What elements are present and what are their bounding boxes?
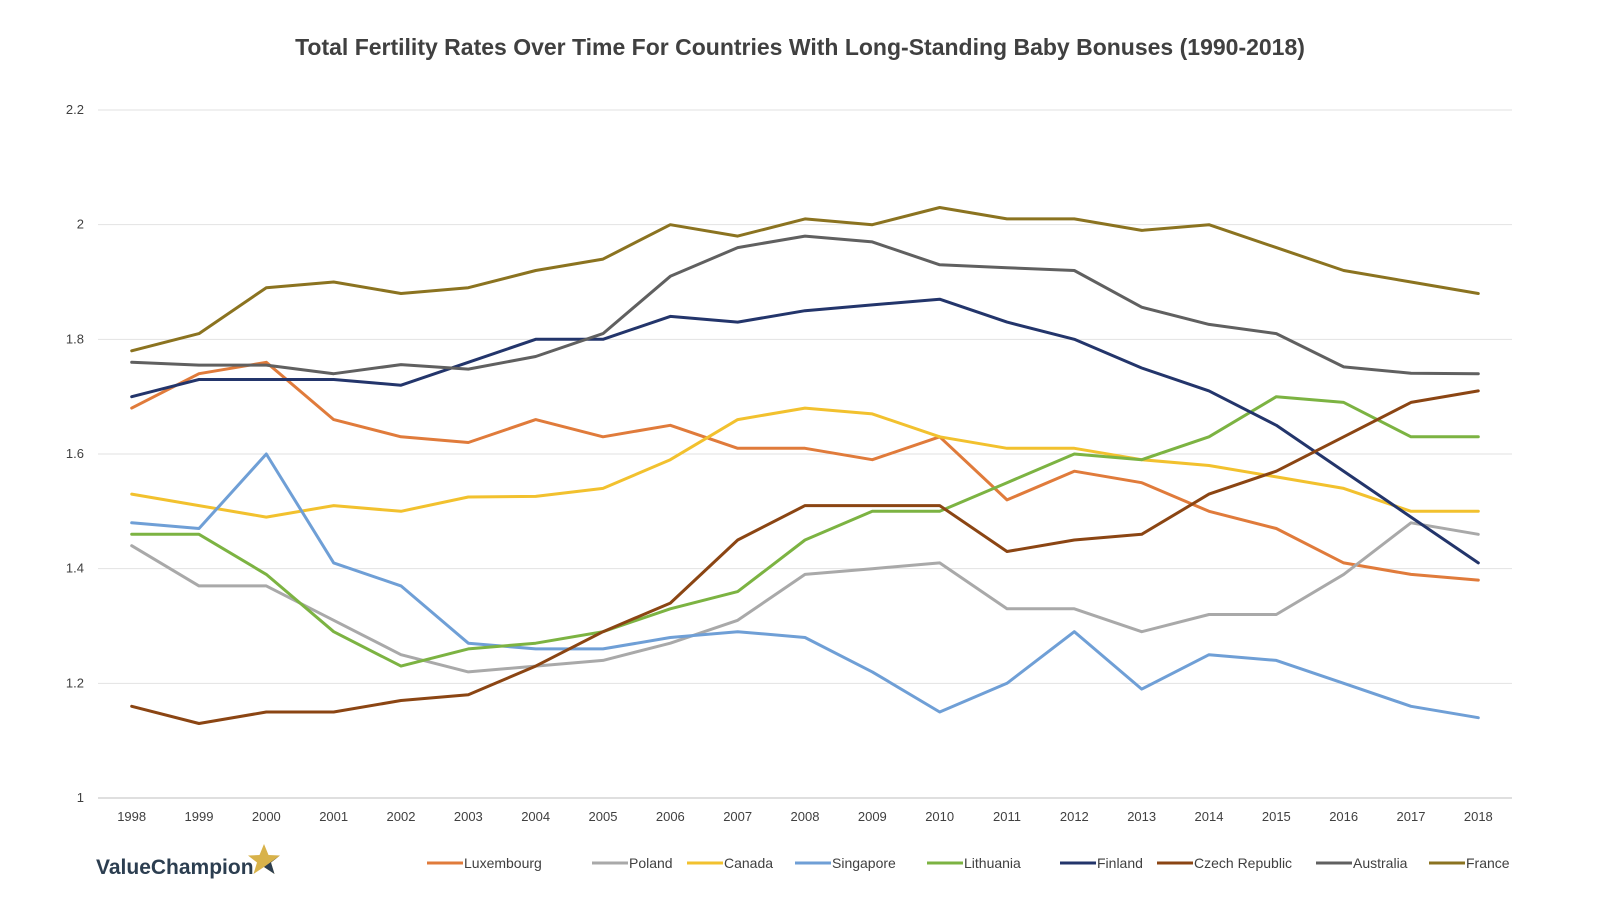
legend-label-czech-republic: Czech Republic <box>1194 855 1292 871</box>
x-tick-label: 2004 <box>521 809 550 824</box>
series-line-singapore <box>130 452 1480 720</box>
x-tick-label: 2010 <box>925 809 954 824</box>
series-line-luxembourg <box>130 360 1480 582</box>
series-line-poland <box>130 521 1480 674</box>
legend-label-luxembourg: Luxembourg <box>464 855 542 871</box>
star-shadow-icon <box>264 855 280 874</box>
y-tick-label: 1.4 <box>66 561 84 576</box>
legend-label-poland: Poland <box>629 855 673 871</box>
y-tick-label: 2.2 <box>66 102 84 117</box>
x-tick-label: 1999 <box>185 809 214 824</box>
x-tick-label: 2002 <box>387 809 416 824</box>
x-tick-label: 2018 <box>1464 809 1493 824</box>
x-tick-label: 2007 <box>723 809 752 824</box>
y-axis: 1 1.2 1.4 1.6 1.8 2 2.2 <box>66 102 84 805</box>
x-tick-label: 2013 <box>1127 809 1156 824</box>
gridlines <box>98 109 1512 799</box>
series-line-finland <box>130 297 1480 565</box>
x-tick-label: 2016 <box>1329 809 1358 824</box>
legend-label-canada: Canada <box>724 855 773 871</box>
x-tick-label: 2017 <box>1397 809 1426 824</box>
y-tick-label: 2 <box>77 217 84 232</box>
x-tick-label: 2006 <box>656 809 685 824</box>
legend: Luxembourg Poland Canada Singapore Lithuania… <box>427 855 1510 871</box>
legend-label-lithuania: Lithuania <box>964 855 1021 871</box>
series-line-lithuania <box>130 395 1480 668</box>
series-line-france <box>130 206 1480 353</box>
x-axis: 1998 1999 2000 2001 2002 2003 2004 2005 2006 2007… <box>117 809 1493 824</box>
x-tick-label: 2009 <box>858 809 887 824</box>
x-tick-label: 2011 <box>993 809 1021 824</box>
legend-label-australia: Australia <box>1353 855 1408 871</box>
legend-label-singapore: Singapore <box>832 855 896 871</box>
x-tick-label: 2000 <box>252 809 281 824</box>
x-tick-label: 2012 <box>1060 809 1089 824</box>
y-tick-label: 1.6 <box>66 446 84 461</box>
x-tick-label: 1998 <box>117 809 146 824</box>
x-tick-label: 2008 <box>791 809 820 824</box>
x-tick-label: 2014 <box>1195 809 1224 824</box>
x-tick-label: 2005 <box>589 809 618 824</box>
x-tick-label: 2001 <box>319 809 348 824</box>
y-tick-label: 1 <box>77 790 84 805</box>
legend-label-france: France <box>1466 855 1510 871</box>
series-lines <box>130 206 1480 725</box>
series-line-australia <box>130 234 1480 376</box>
y-tick-label: 1.8 <box>66 331 84 346</box>
legend-label-finland: Finland <box>1097 855 1143 871</box>
x-tick-label: 2003 <box>454 809 483 824</box>
x-tick-label: 2015 <box>1262 809 1291 824</box>
series-line-czech-republic <box>130 389 1480 725</box>
series-line-canada <box>130 406 1480 519</box>
y-tick-label: 1.2 <box>66 675 84 690</box>
brand-name: ValueChampion <box>96 856 254 879</box>
chart-title: Total Fertility Rates Over Time For Coun… <box>295 34 1305 60</box>
brand-logo: ValueChampion <box>96 844 280 879</box>
